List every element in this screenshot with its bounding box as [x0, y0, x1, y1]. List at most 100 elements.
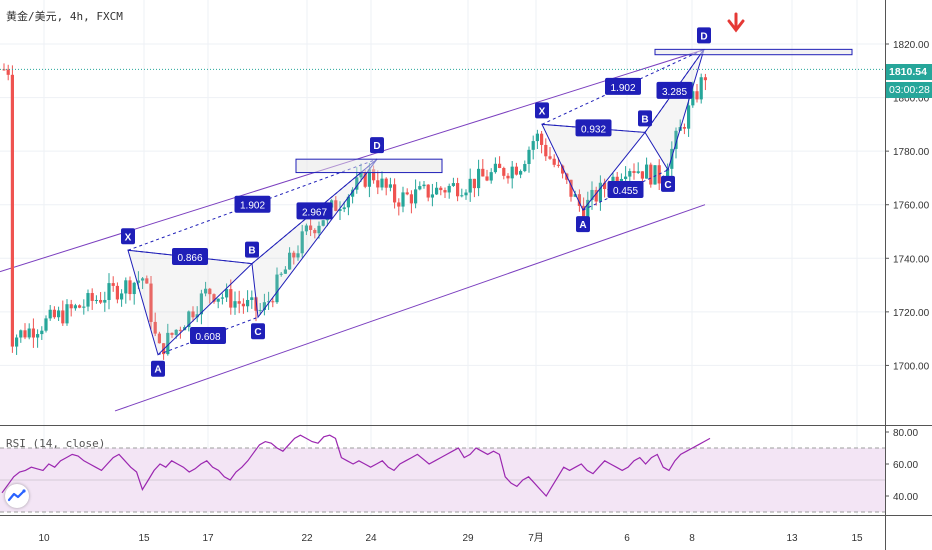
candle-body [624, 176, 628, 179]
pattern-ratio-label: 2.967 [302, 207, 327, 218]
candle-body [23, 330, 27, 338]
price-axis-label: 1720.00 [893, 308, 930, 319]
candle-body [250, 297, 254, 300]
time-axis-label: 22 [301, 533, 313, 544]
price-axis-label: 1800.00 [893, 94, 930, 105]
candle-body [279, 273, 283, 275]
symbol-title[interactable]: 黄金/美元, 4h, FXCM [6, 10, 123, 23]
pattern-point-badge [121, 228, 135, 245]
candle-body [120, 293, 124, 300]
candle-body [199, 293, 203, 315]
candle-body [19, 330, 23, 338]
candle-body [149, 283, 153, 322]
candle-body [388, 184, 392, 188]
candle-body [582, 205, 586, 219]
price-axis-label: 1740.00 [893, 254, 930, 265]
pattern-ratio-badge [607, 180, 644, 198]
candle-body [157, 333, 161, 344]
pattern-ratio-line [541, 123, 646, 133]
candle-body [246, 299, 250, 307]
candle-body [292, 252, 296, 258]
candle-body [321, 220, 325, 226]
pattern-point-label: X [539, 106, 546, 117]
channel-lower-line [114, 204, 706, 412]
pattern-ratio-line [582, 169, 669, 211]
candle-body [132, 282, 136, 295]
pattern-point-badge [638, 110, 652, 127]
candle-body [468, 178, 472, 193]
candle-body [691, 91, 695, 106]
candle-body [645, 164, 649, 179]
candle-body [61, 310, 65, 324]
price-axis-label: 1820.00 [893, 40, 930, 51]
candle-body [254, 297, 258, 311]
candle-body [540, 133, 544, 145]
candle-body [640, 171, 644, 179]
candle-body [552, 158, 556, 165]
pattern-ratio-badge [656, 81, 693, 99]
candle-body [695, 91, 699, 100]
pattern-ratio-label: 0.455 [613, 186, 638, 197]
candle-body [178, 329, 182, 331]
candle-body [115, 285, 119, 300]
candle-body [78, 305, 82, 308]
candle-body [220, 297, 224, 299]
time-axis-label: 29 [462, 533, 474, 544]
candle-body [317, 225, 321, 234]
time-axis-label: 24 [365, 533, 377, 544]
time-axis-label: 10 [38, 533, 50, 544]
candle-body [682, 127, 686, 129]
candle-body [204, 288, 208, 294]
pattern-ratio-badge [190, 326, 226, 344]
candle-body [527, 149, 531, 164]
candle-body [27, 328, 31, 338]
pattern-point-label: C [254, 327, 261, 338]
rsi-line [1, 434, 711, 497]
pattern-point-badge [151, 360, 165, 377]
candle-body [699, 77, 703, 100]
candle-body [514, 166, 518, 175]
candle-body [359, 172, 363, 178]
candle-body [489, 172, 493, 181]
candle-body [649, 164, 653, 185]
candle-body [590, 189, 594, 200]
candle-body [531, 141, 535, 150]
candle-body [615, 176, 619, 184]
candle-body [456, 183, 460, 197]
pattern-point-label: C [664, 180, 671, 191]
candle-body [229, 289, 233, 308]
rsi-title[interactable]: RSI (14, close) [6, 437, 106, 450]
candle-body [451, 183, 455, 186]
candle-body [82, 306, 86, 308]
pattern-ratio-badge [296, 202, 333, 220]
candle-body [519, 171, 523, 175]
prz-zone-box [295, 158, 443, 174]
price-axis-label: 1760.00 [893, 201, 930, 212]
candle-body [69, 304, 73, 309]
pattern-point-label: A [579, 220, 586, 231]
candle-body [535, 133, 539, 142]
pattern-point-badge [251, 323, 265, 340]
candle-body [603, 182, 607, 190]
tradingview-logo-icon[interactable] [5, 484, 29, 508]
candle-body [275, 274, 279, 303]
pattern-ratio-label: 0.608 [195, 332, 220, 343]
pattern-ratio-badge [172, 247, 208, 265]
pattern-point-label: D [700, 31, 707, 42]
candle-body [153, 321, 157, 334]
candle-body [477, 168, 481, 189]
candle-body [48, 309, 52, 319]
candle-body [510, 166, 514, 179]
pattern-point-label: B [248, 246, 255, 257]
candle-body [687, 105, 691, 129]
candle-body [208, 288, 212, 295]
candle-body [653, 165, 657, 185]
pattern-point-badge [370, 137, 384, 154]
candle-body [674, 130, 678, 149]
candle-body [267, 301, 271, 303]
candle-body [44, 318, 48, 331]
pattern-ratio-badge [605, 77, 641, 95]
candle-body [666, 168, 670, 179]
